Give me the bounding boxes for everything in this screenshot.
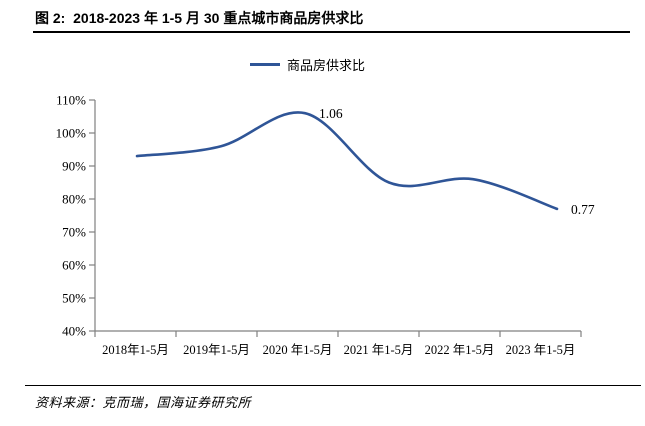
x-tick-label: 2020 年1-5月 — [263, 343, 333, 357]
x-tick-label: 2018年1-5月 — [102, 343, 169, 357]
source-note: 资料来源：克而瑞，国海证券研究所 — [35, 395, 252, 410]
x-tick-label: 2021 年1-5月 — [344, 343, 414, 357]
y-tick-label: 90% — [62, 159, 86, 174]
chart-legend: 商品房供求比 — [250, 55, 365, 74]
y-tick-label: 70% — [62, 225, 86, 240]
x-tick-label: 2023 年1-5月 — [506, 343, 576, 357]
supply-demand-line-chart: 40% 50% 60% 70% 80% 90% 100% 110% 2018年1-5月 2019年… — [56, 93, 595, 358]
legend-label: 商品房供求比 — [287, 58, 366, 73]
data-point-label: 1.06 — [319, 106, 343, 121]
y-tick-label: 40% — [62, 324, 86, 339]
y-tick-label: 80% — [62, 192, 86, 207]
figure-title: 图 2: 2018-2023 年 1-5 月 30 重点城市商品房供求比 — [35, 10, 364, 26]
x-tick-label: 2022 年1-5月 — [425, 343, 495, 357]
x-tick-label: 2019年1-5月 — [183, 343, 250, 357]
y-tick-label: 50% — [62, 291, 86, 306]
series-line — [135, 111, 559, 211]
footer-rule — [25, 385, 641, 386]
title-underline — [33, 31, 630, 33]
legend-line-swatch — [250, 63, 280, 66]
y-tick-label: 60% — [62, 258, 86, 273]
y-tick-label: 100% — [56, 126, 87, 141]
data-point-label: 0.77 — [571, 202, 595, 217]
y-tick-label: 110% — [56, 93, 86, 108]
